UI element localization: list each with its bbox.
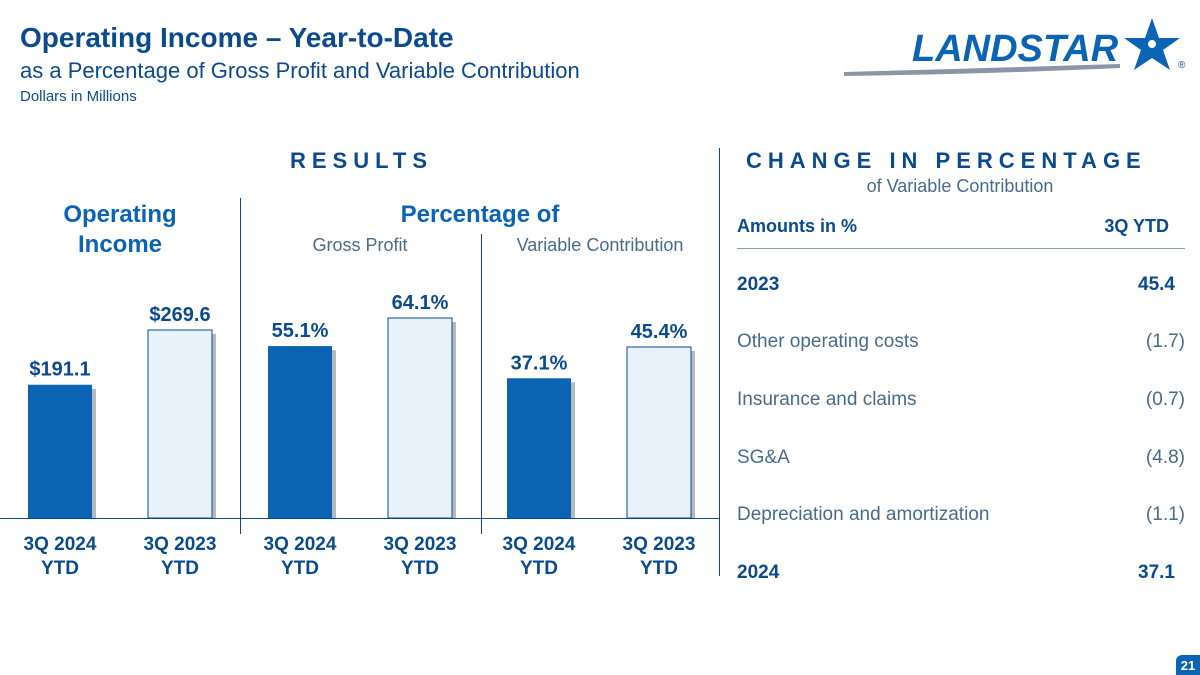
landstar-logo: LANDSTAR ®	[840, 14, 1190, 84]
table-col-amounts: Amounts in %	[737, 216, 857, 236]
results-bar-chart: $191.1 $269.6 55.1% 64.1% 37.1% 45.4%	[28, 292, 695, 519]
table-row: Other operating costs (1.7)	[737, 314, 1185, 372]
x-label-vc-2023: 3Q 2023 YTD	[622, 534, 696, 579]
row-value: (0.7)	[1145, 388, 1185, 410]
x-label-gp-2024: 3Q 2024 YTD	[263, 534, 337, 579]
gross-profit-label: Gross Profit	[312, 235, 408, 255]
bar-variable-contribution-2023	[626, 346, 692, 519]
percentage-of-heading: Percentage of	[400, 201, 560, 228]
bar-operating-income-2023	[147, 329, 213, 519]
table-row: 2024 37.1	[737, 544, 1185, 602]
table-col-ytd: 3Q YTD	[1104, 216, 1169, 236]
bar-gross-profit-2023	[387, 317, 453, 519]
x-label-oi-2023: 3Q 2023 YTD	[143, 534, 217, 579]
results-heading: RESULTS	[290, 148, 434, 173]
change-subheading: of Variable Contribution	[866, 176, 1054, 196]
row-value: 45.4	[1138, 273, 1175, 295]
table-row: SG&A (4.8)	[737, 429, 1185, 487]
row-label: 2023	[737, 273, 780, 295]
row-value: (4.8)	[1145, 446, 1185, 468]
data-label: 45.4%	[631, 321, 688, 343]
variable-contribution-label: Variable Contribution	[516, 235, 684, 255]
operating-income-heading: Operating Income	[63, 201, 177, 258]
chart-baseline	[0, 518, 719, 519]
registered-mark: ®	[1178, 60, 1186, 71]
data-label: 55.1%	[272, 320, 329, 342]
x-label-vc-2024: 3Q 2024 YTD	[502, 534, 576, 579]
bar-gross-profit-2024	[268, 346, 332, 518]
change-table: Amounts in % 3Q YTD 2023 45.4 Other operat…	[737, 205, 1185, 602]
table-row: Insurance and claims (0.7)	[737, 371, 1185, 429]
page-title: Operating Income – Year-to-Date	[20, 22, 454, 53]
logo-wordmark: LANDSTAR	[912, 28, 1119, 70]
data-label: 37.1%	[511, 352, 568, 374]
x-label-oi-2024: 3Q 2024 YTD	[23, 534, 97, 579]
page-subtitle: as a Percentage of Gross Profit and Vari…	[20, 58, 580, 83]
row-label: Other operating costs	[737, 331, 919, 353]
data-label: 64.1%	[392, 292, 449, 314]
table-row: Depreciation and amortization (1.1)	[737, 486, 1185, 544]
divider-main	[719, 148, 720, 576]
logo-swoosh	[844, 18, 1180, 76]
row-value: 37.1	[1138, 561, 1175, 583]
row-value: (1.1)	[1145, 504, 1185, 526]
divider-results	[240, 198, 241, 534]
row-value: (1.7)	[1145, 331, 1185, 353]
row-label: SG&A	[737, 446, 790, 468]
row-label: 2024	[737, 561, 780, 583]
row-label: Insurance and claims	[737, 388, 917, 410]
page-number: 21	[1176, 655, 1200, 675]
table-row: 2023 45.4	[737, 256, 1185, 314]
data-label: $269.6	[149, 304, 210, 326]
data-label: $191.1	[29, 359, 90, 381]
star-logo-icon	[1124, 18, 1180, 70]
table-header: Amounts in % 3Q YTD	[737, 205, 1185, 249]
divider-percentage	[481, 234, 482, 534]
table-body: 2023 45.4 Other operating costs (1.7) Insura…	[737, 249, 1185, 602]
change-heading: CHANGE IN PERCENTAGE	[746, 148, 1147, 173]
bar-variable-contribution-2024	[507, 378, 571, 518]
row-label: Depreciation and amortization	[737, 504, 990, 526]
bar-operating-income-2024	[28, 384, 92, 518]
x-label-gp-2023: 3Q 2023 YTD	[383, 534, 457, 579]
units-note: Dollars in Millions	[20, 88, 137, 105]
